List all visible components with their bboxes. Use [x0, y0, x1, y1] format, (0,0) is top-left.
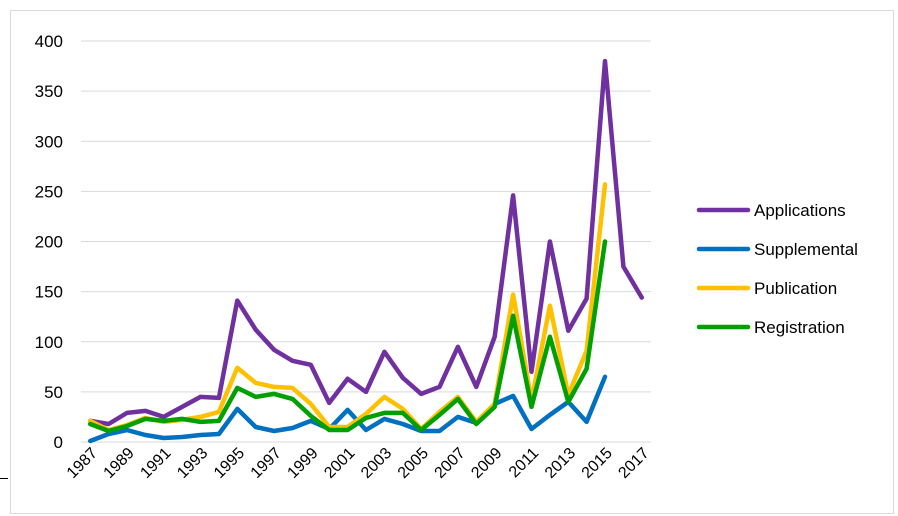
y-tick-label-300: 300 [35, 132, 63, 151]
x-tick-label-2003: 2003 [358, 445, 395, 482]
x-tick-label-1993: 1993 [174, 445, 211, 482]
y-axis-ticks: 0 50 100 150 200 250 300 350 400 [35, 32, 63, 452]
y-tick-label-250: 250 [35, 182, 63, 201]
x-tick-label-2013: 2013 [542, 445, 579, 482]
y-tick-label-350: 350 [35, 82, 63, 101]
x-tick-label-1999: 1999 [284, 445, 321, 482]
y-tick-label-50: 50 [44, 383, 63, 402]
series-line-applications [87, 58, 645, 427]
x-tick-label-2011: 2011 [506, 445, 542, 481]
x-tick-label-1995: 1995 [211, 445, 248, 482]
x-tick-label-2007: 2007 [432, 445, 469, 482]
x-tick-label-1997: 1997 [248, 445, 285, 482]
series-line-registration [87, 239, 608, 434]
series-lines [87, 58, 645, 444]
chart-frame: 0 50 100 150 200 250 300 350 400 1987 1989 1991 199… [10, 10, 894, 514]
frame-edge-mark [0, 478, 8, 479]
x-tick-label-2017: 2017 [615, 445, 652, 482]
x-axis-ticks: 1987 1989 1991 1993 1995 1997 1999 2001 2003 2005… [64, 445, 653, 482]
y-tick-label-150: 150 [35, 283, 63, 302]
legend-label-publication: Publication [754, 279, 837, 298]
y-tick-label-200: 200 [35, 233, 63, 252]
legend-label-registration: Registration [754, 318, 845, 337]
y-tick-label-400: 400 [35, 32, 63, 51]
legend-label-applications: Applications [754, 201, 846, 220]
gridlines [81, 40, 651, 393]
x-tick-label-2015: 2015 [579, 445, 616, 482]
x-tick-label-2005: 2005 [395, 445, 432, 482]
x-tick-label-2001: 2001 [321, 445, 358, 482]
legend: Applications Supplemental Publication Regis… [696, 201, 858, 337]
y-tick-label-0: 0 [54, 433, 63, 452]
x-tick-label-2009: 2009 [468, 445, 505, 482]
series-line-supplemental [87, 374, 608, 444]
legend-label-supplemental: Supplemental [754, 240, 858, 259]
x-tick-label-1987: 1987 [64, 445, 101, 482]
y-tick-label-100: 100 [35, 333, 63, 352]
x-tick-label-1991: 1991 [137, 445, 174, 482]
x-tick-label-1989: 1989 [101, 445, 138, 482]
